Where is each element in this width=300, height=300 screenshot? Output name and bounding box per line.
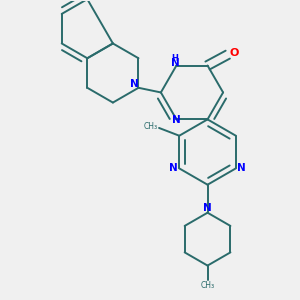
Text: N: N <box>203 203 212 213</box>
Text: N: N <box>172 115 181 125</box>
Text: CH₃: CH₃ <box>144 122 158 131</box>
Text: N: N <box>130 79 139 89</box>
Text: N: N <box>169 163 178 173</box>
Text: H: H <box>171 54 178 63</box>
Text: CH₃: CH₃ <box>200 281 214 290</box>
Text: O: O <box>230 48 239 58</box>
Text: N: N <box>237 163 246 173</box>
Text: N: N <box>170 58 179 68</box>
